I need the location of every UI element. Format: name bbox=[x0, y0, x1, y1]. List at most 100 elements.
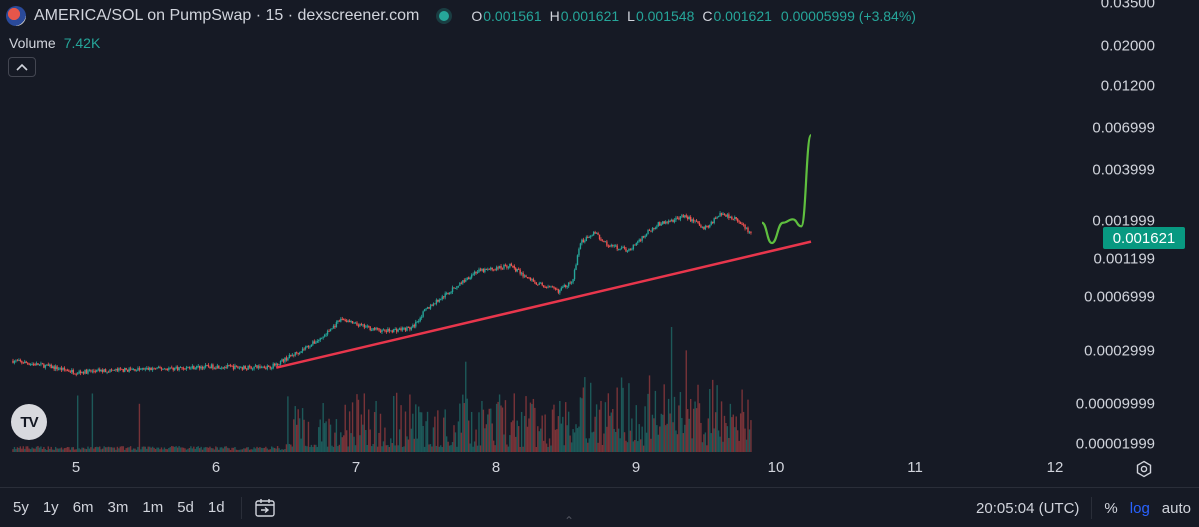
volume-bar bbox=[113, 447, 116, 452]
volume-bar bbox=[273, 447, 276, 452]
candle-body bbox=[54, 366, 57, 370]
price-tick: 0.006999 bbox=[1092, 119, 1155, 137]
candle-body bbox=[232, 366, 235, 370]
tradingview-logo[interactable]: TV bbox=[11, 404, 47, 440]
volume-bar bbox=[340, 432, 342, 452]
live-status-icon bbox=[439, 11, 450, 21]
volume-bar bbox=[94, 447, 97, 452]
volume-bar bbox=[520, 411, 523, 452]
candle-body bbox=[569, 282, 571, 284]
candle-body bbox=[366, 325, 368, 327]
candle-body bbox=[181, 367, 183, 369]
volume-bar bbox=[329, 424, 332, 452]
range-button-1d[interactable]: 1d bbox=[207, 499, 225, 516]
candle-body bbox=[657, 222, 660, 227]
candle-body bbox=[168, 368, 170, 371]
candle-body bbox=[413, 325, 416, 327]
range-button-1m[interactable]: 1m bbox=[142, 499, 164, 516]
volume-bar bbox=[21, 448, 23, 452]
candle-body bbox=[156, 367, 158, 369]
volume-bar bbox=[444, 409, 446, 452]
volume-bar bbox=[326, 446, 329, 452]
volume-bar bbox=[507, 446, 510, 452]
candle-body bbox=[160, 368, 163, 370]
log-scale-toggle[interactable]: log bbox=[1129, 499, 1150, 517]
utc-clock[interactable]: 20:05:04 (UTC) bbox=[976, 499, 1080, 517]
candle-body bbox=[548, 286, 551, 288]
candle-body bbox=[654, 227, 657, 229]
volume-bar bbox=[25, 446, 27, 452]
volume-bar bbox=[246, 447, 248, 452]
price-chart[interactable] bbox=[0, 0, 1199, 455]
volume-bar bbox=[582, 387, 585, 452]
volume-bar bbox=[484, 428, 486, 452]
candle-body bbox=[238, 367, 241, 369]
volume-bar bbox=[531, 404, 533, 452]
volume-bar bbox=[654, 390, 657, 452]
range-button-1y[interactable]: 1y bbox=[42, 499, 59, 516]
candle-body bbox=[487, 268, 489, 270]
volume-bar bbox=[63, 448, 66, 452]
volume-legend: Volume 7.42K bbox=[9, 35, 100, 51]
volume-bar bbox=[256, 446, 258, 452]
volume-bar bbox=[154, 449, 157, 452]
candle-body bbox=[560, 287, 563, 290]
volume-bar bbox=[146, 448, 148, 452]
collapse-legend-button[interactable] bbox=[8, 57, 36, 77]
candle-body bbox=[501, 268, 504, 270]
candle-body bbox=[676, 217, 679, 219]
volume-bar bbox=[41, 449, 44, 452]
volume-bar bbox=[278, 448, 280, 452]
price-tick: 0.01200 bbox=[1100, 77, 1155, 95]
volume-bar bbox=[650, 438, 652, 452]
candle-body bbox=[257, 366, 260, 368]
candle-body bbox=[523, 275, 526, 277]
volume-bar bbox=[492, 440, 495, 452]
volume-bar bbox=[707, 418, 710, 452]
candle-body bbox=[637, 241, 639, 243]
candle-body bbox=[726, 214, 729, 217]
chevron-up-icon[interactable]: ⌃ bbox=[564, 514, 575, 527]
candle-body bbox=[115, 368, 117, 370]
volume-bar bbox=[296, 424, 298, 452]
volume-bar bbox=[550, 445, 552, 452]
volume-bar bbox=[129, 446, 132, 452]
volume-bars bbox=[12, 327, 752, 452]
ohlc-high-key: H bbox=[549, 8, 560, 24]
volume-bar bbox=[663, 384, 665, 452]
range-button-6m[interactable]: 6m bbox=[72, 499, 94, 516]
candle-body bbox=[44, 365, 47, 368]
candle-body bbox=[540, 282, 542, 284]
chart-settings-button[interactable] bbox=[1133, 458, 1155, 480]
volume-bar bbox=[363, 393, 366, 452]
candle-body bbox=[731, 216, 733, 219]
time-axis[interactable]: 5 6 7 8 9 10 11 12 bbox=[0, 455, 1199, 483]
volume-bar bbox=[68, 447, 70, 452]
volume-bar bbox=[165, 448, 167, 452]
candle-body bbox=[620, 247, 623, 249]
range-button-5y[interactable]: 5y bbox=[13, 499, 29, 516]
price-axis[interactable]: 0.03500 0.02000 0.01200 0.006999 0.00399… bbox=[1076, 0, 1199, 455]
candle-body bbox=[150, 367, 152, 371]
candle-body bbox=[528, 277, 530, 279]
candle-body bbox=[481, 268, 483, 271]
range-button-3m[interactable]: 3m bbox=[107, 499, 129, 516]
range-button-5d[interactable]: 5d bbox=[177, 499, 194, 516]
date-range-button[interactable] bbox=[254, 498, 276, 518]
candle-body bbox=[410, 327, 413, 330]
candle-body bbox=[56, 366, 58, 370]
volume-bar bbox=[692, 408, 695, 452]
percent-scale-toggle[interactable]: % bbox=[1104, 499, 1118, 517]
candle-body bbox=[542, 285, 545, 288]
price-tick: 0.0002999 bbox=[1084, 342, 1155, 360]
volume-bar bbox=[209, 446, 211, 452]
auto-scale-toggle[interactable]: auto bbox=[1161, 499, 1191, 517]
candle-body bbox=[284, 357, 286, 362]
volume-bar bbox=[401, 446, 404, 452]
candle-body bbox=[57, 368, 60, 370]
candle-body bbox=[218, 365, 220, 369]
candle-body bbox=[629, 248, 632, 250]
candle-body bbox=[363, 324, 366, 328]
candle-body bbox=[231, 366, 233, 367]
volume-bar bbox=[575, 424, 577, 452]
